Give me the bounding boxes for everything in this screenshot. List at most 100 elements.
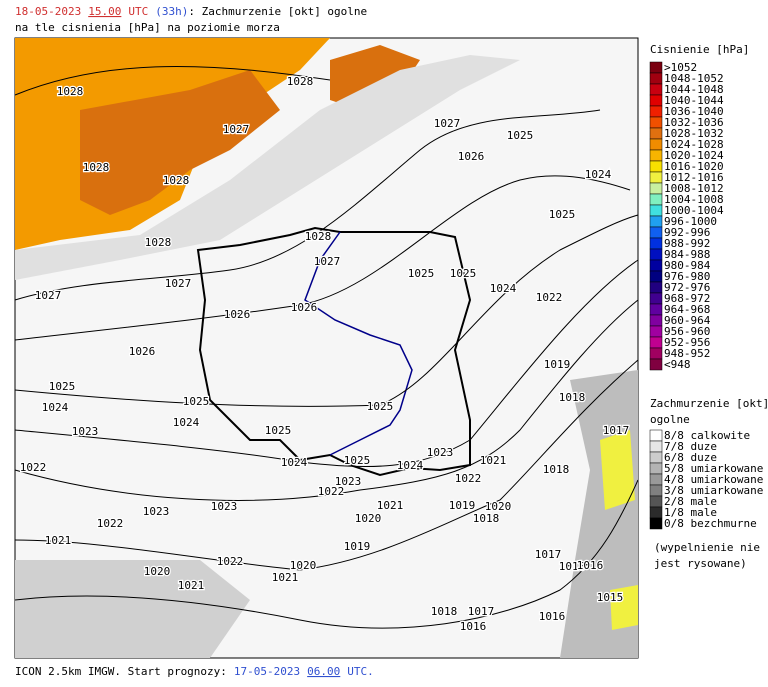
legend-label: 968-972 — [664, 292, 710, 305]
isobar-label: 1016 — [539, 610, 566, 623]
footer-hour: 06.00 — [307, 665, 340, 678]
legend-swatch — [649, 193, 663, 206]
isobar — [14, 479, 639, 629]
legend-label: 0/8 bezchmurne — [664, 517, 757, 530]
isobar — [14, 259, 639, 468]
isobar-label: 1025 — [49, 380, 76, 393]
legend-swatch — [649, 484, 663, 497]
legend-swatch — [649, 105, 663, 118]
legend-label: 1044-1048 — [664, 83, 724, 96]
isobar-label: 1024 — [585, 168, 612, 181]
isobar-label: 1025 — [367, 400, 394, 413]
header-subtitle: na tle cisnienia [hPa] na poziomie morza — [15, 21, 280, 34]
legend-swatch — [649, 160, 663, 173]
legend-swatch — [649, 182, 663, 195]
isobar-label: 1027 — [434, 117, 461, 130]
isobar-label: 1018 — [559, 560, 586, 573]
cloud-legend-subtitle: ogolne — [650, 413, 690, 426]
isobar — [14, 299, 639, 501]
legend-label: 2/8 male — [664, 495, 717, 508]
isobar-label: 1027 — [165, 277, 192, 290]
isobar-label: 1022 — [20, 461, 47, 474]
legend-label: 972-976 — [664, 281, 710, 294]
cloud-band — [15, 55, 520, 280]
legend-note: (wypelnienie nie — [654, 541, 760, 554]
isobar-label: 1023 — [143, 505, 170, 518]
isobar-label: 1020 — [144, 565, 171, 578]
legend-swatch — [649, 204, 663, 217]
legend-swatch — [649, 94, 663, 107]
isobar-label: 1024 — [173, 416, 200, 429]
legend-label: 1/8 male — [664, 506, 717, 519]
legend-swatch — [649, 270, 663, 283]
header-hour: 15.00 — [88, 5, 121, 18]
isobar-label: 1026 — [458, 150, 485, 163]
isobar-label: 1021 — [272, 571, 299, 584]
isobar-label: 1028 — [287, 75, 314, 88]
river — [304, 231, 413, 456]
isobar-label: 1023 — [427, 446, 454, 459]
isobar — [14, 66, 331, 96]
isobar-label: 1022 — [536, 291, 563, 304]
legend-label: 1028-1032 — [664, 127, 724, 140]
isobar-label: 1017 — [603, 424, 630, 437]
isobar-label: 1024 — [42, 401, 69, 414]
isobar-label: 1017 — [468, 605, 495, 618]
isobar-label: 1017 — [535, 548, 562, 561]
high-pressure-core — [80, 70, 280, 215]
isobar-label: 1018 — [559, 391, 586, 404]
isobar-label: 1023 — [72, 425, 99, 438]
legend-swatch — [649, 506, 663, 519]
isobar — [14, 109, 601, 301]
isobar-label: 1023 — [335, 475, 362, 488]
legend-swatch — [649, 325, 663, 338]
legend-swatch — [649, 303, 663, 316]
legend-swatch — [649, 215, 663, 228]
legend-label: 1048-1052 — [664, 72, 724, 85]
legend-note: jest rysowane) — [654, 557, 747, 570]
legend-swatch — [649, 292, 663, 305]
legend-label: 1020-1024 — [664, 149, 724, 162]
legend-label: 1036-1040 — [664, 105, 724, 118]
cloud-area — [15, 560, 250, 658]
isobar-label: 1025 — [183, 395, 210, 408]
isobar-label: 1025 — [344, 454, 371, 467]
legend-label: 992-996 — [664, 226, 710, 239]
legend-label: 956-960 — [664, 325, 710, 338]
legend-label: 1016-1020 — [664, 160, 724, 173]
isobar-label: 1028 — [83, 161, 110, 174]
isobar-label: 1022 — [217, 555, 244, 568]
legend-swatch — [649, 462, 663, 475]
legend-swatch — [649, 248, 663, 261]
isobar-label: 1021 — [45, 534, 72, 547]
legend-swatch — [649, 83, 663, 96]
legend-swatch — [649, 495, 663, 508]
isobar-label: 1024 — [281, 456, 308, 469]
legend-label: 980-984 — [664, 259, 711, 272]
legend-label: 988-992 — [664, 237, 710, 250]
legend-swatch — [649, 429, 663, 442]
legend-swatch — [649, 517, 663, 530]
legend-label: 1008-1012 — [664, 182, 724, 195]
isobar-label: 1021 — [178, 579, 205, 592]
pressure-legend-title: Cisnienie [hPa] — [650, 43, 749, 56]
isobar-label: 1016 — [460, 620, 487, 633]
isobar-label: 1023 — [211, 500, 238, 513]
legend-label: 984-988 — [664, 248, 710, 261]
legend-swatch — [649, 127, 663, 140]
isobar-label: 1025 — [507, 129, 534, 142]
isobar-label: 1028 — [163, 174, 190, 187]
legend-label: 7/8 duze — [664, 440, 717, 453]
isobar-label: 1024 — [490, 282, 517, 295]
isobar-label: 1025 — [450, 267, 477, 280]
legend-label: 948-952 — [664, 347, 710, 360]
isobar-label: 1020 — [485, 500, 512, 513]
legend-label: 1040-1044 — [664, 94, 724, 107]
legend-swatch — [649, 314, 663, 327]
isobar-label: 1027 — [35, 289, 62, 302]
legend-swatch — [649, 347, 663, 360]
isobar-label: 1028 — [145, 236, 172, 249]
header-title: : Zachmurzenie [okt] ogolne — [188, 5, 367, 18]
